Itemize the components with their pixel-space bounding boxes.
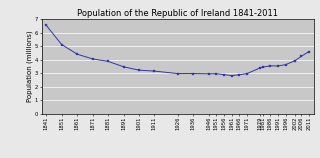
Y-axis label: Population (millions): Population (millions) [27, 30, 33, 102]
Title: Population of the Republic of Ireland 1841-2011: Population of the Republic of Ireland 18… [77, 9, 278, 18]
